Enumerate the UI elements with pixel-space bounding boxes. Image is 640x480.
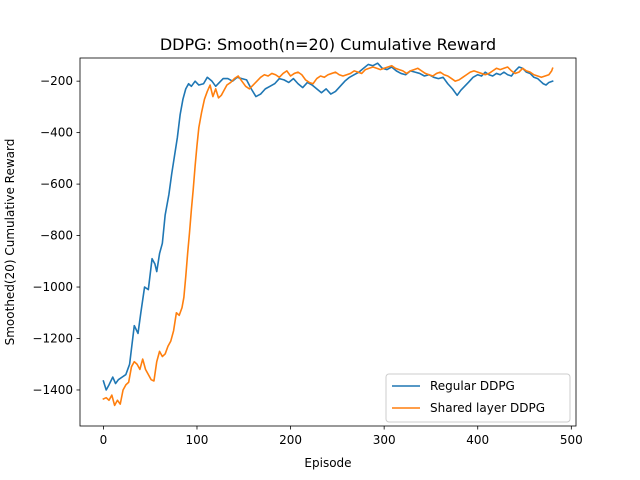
series-line-1 [102,62,554,391]
chart-title: DDPG: Smooth(n=20) Cumulative Reward [160,35,496,54]
x-tick-label: 0 [100,433,108,447]
x-tick-label: 500 [560,433,583,447]
y-tick-label: −600 [40,177,73,191]
y-tick-label: −400 [40,126,73,140]
legend-box [385,373,571,423]
y-tick-label: −1400 [32,383,73,397]
x-tick-label: 100 [186,433,209,447]
x-tick-label: 300 [373,433,396,447]
x-tick-label: 200 [279,433,302,447]
plot-frame [79,57,577,427]
legend: Regular DDPG Shared layer DDPG [385,373,571,423]
legend-label-2: Shared layer DDPG [430,401,545,415]
x-axis-label: Episode [304,456,351,470]
x-tick-label: 400 [466,433,489,447]
y-tick-label: −1200 [32,332,73,346]
y-tick-label: −800 [40,229,73,243]
y-axis-label: Smoothed(20) Cumulative Reward [3,139,17,346]
legend-label-1: Regular DDPG [430,379,515,393]
series-line-2 [102,64,554,407]
y-tick-label: −1000 [32,280,73,294]
y-tick-label: −200 [40,74,73,88]
